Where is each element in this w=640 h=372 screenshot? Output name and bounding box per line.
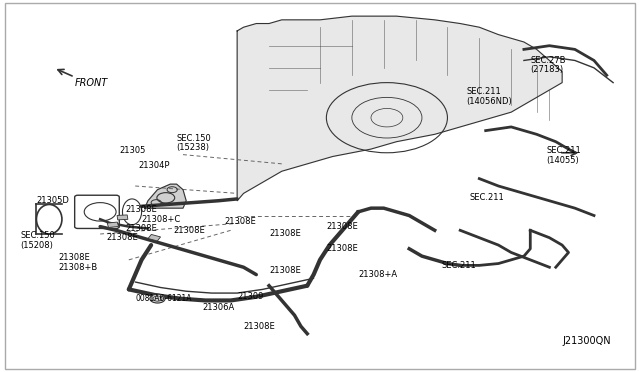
Text: 21308E: 21308E — [326, 244, 358, 253]
Text: 21308E: 21308E — [59, 253, 90, 263]
Text: (15208): (15208) — [20, 241, 53, 250]
Text: SEC.27B: SEC.27B — [531, 56, 566, 65]
Polygon shape — [145, 184, 186, 208]
Text: 0081A6-6121A: 0081A6-6121A — [135, 294, 192, 303]
Bar — [108, 222, 118, 227]
Text: SEC.211: SEC.211 — [467, 87, 501, 96]
Text: J21300QN: J21300QN — [562, 336, 611, 346]
Text: SEC.150: SEC.150 — [177, 134, 211, 142]
Bar — [148, 234, 161, 241]
Text: 21306A: 21306A — [202, 303, 234, 312]
Polygon shape — [237, 16, 562, 201]
Text: 21308E: 21308E — [106, 233, 138, 242]
Text: (14056ND): (14056ND) — [467, 97, 512, 106]
Text: (27183): (27183) — [531, 65, 563, 74]
Text: 21309: 21309 — [237, 292, 264, 301]
Text: SEC.150: SEC.150 — [20, 231, 55, 240]
Text: 21308+B: 21308+B — [59, 263, 98, 272]
Text: SEC.211: SEC.211 — [470, 193, 504, 202]
Text: 21305D: 21305D — [36, 196, 69, 205]
Text: SEC.211: SEC.211 — [546, 147, 581, 155]
Text: (15238): (15238) — [177, 143, 210, 152]
Bar — [117, 215, 128, 220]
Text: 21308E: 21308E — [125, 205, 157, 215]
Text: 21304P: 21304P — [138, 161, 170, 170]
Text: 21308E: 21308E — [326, 222, 358, 231]
Text: 21308+C: 21308+C — [141, 215, 181, 224]
Text: 21308+A: 21308+A — [358, 270, 397, 279]
Text: 21308E: 21308E — [244, 322, 275, 331]
Circle shape — [150, 294, 165, 303]
Text: 21308E: 21308E — [125, 224, 157, 233]
Text: 21305: 21305 — [119, 147, 146, 155]
Text: 21308E: 21308E — [269, 266, 301, 275]
Text: 21308E: 21308E — [173, 226, 205, 235]
Text: 21308E: 21308E — [225, 217, 256, 225]
Text: (14055): (14055) — [546, 155, 579, 165]
Text: SEC.211: SEC.211 — [441, 261, 476, 270]
Text: FRONT: FRONT — [75, 78, 108, 88]
Text: 21308E: 21308E — [269, 230, 301, 238]
